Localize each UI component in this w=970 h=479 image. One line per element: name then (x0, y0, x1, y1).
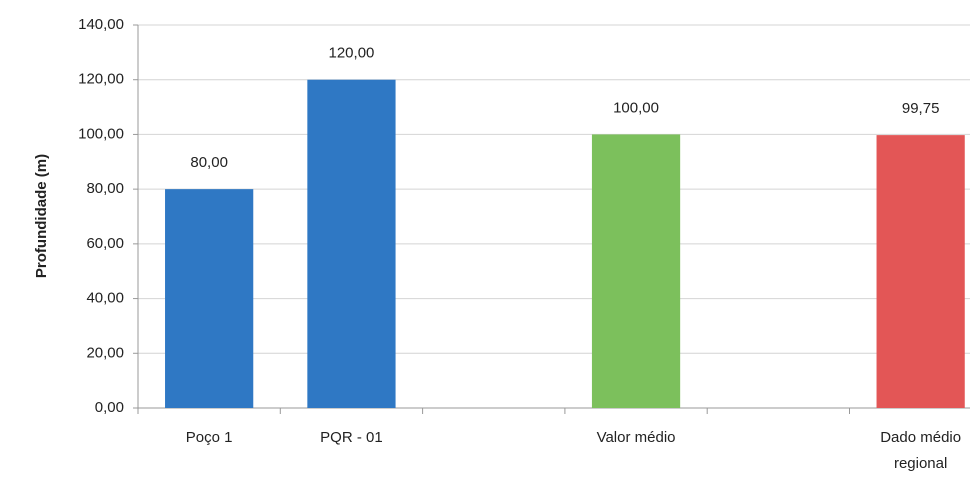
bar (876, 135, 965, 409)
x-tick-label: Poço 1 (186, 429, 233, 446)
y-tick-label: 40,00 (86, 290, 124, 307)
y-tick-label: 100,00 (78, 125, 124, 142)
value-label: 100,00 (613, 99, 659, 116)
bar (591, 134, 681, 408)
bar (165, 189, 254, 408)
y-axis-label: Profundidade (m) (33, 154, 50, 278)
value-label: 80,00 (190, 154, 228, 171)
y-tick-label: 60,00 (86, 235, 124, 252)
y-tick-label: 0,00 (95, 399, 124, 416)
value-label: 120,00 (329, 45, 375, 62)
y-tick-label: 20,00 (86, 344, 124, 361)
x-tick-label: PQR - 01 (320, 429, 383, 446)
y-tick-label: 80,00 (86, 180, 124, 197)
bar (307, 79, 396, 408)
x-tick-label: Dado médio (880, 429, 961, 446)
value-label: 99,75 (902, 100, 940, 117)
x-tick-label: Valor médio (597, 429, 676, 446)
x-tick-label: regional (894, 455, 947, 472)
y-tick-label: 140,00 (78, 16, 124, 33)
y-tick-label: 120,00 (78, 71, 124, 88)
